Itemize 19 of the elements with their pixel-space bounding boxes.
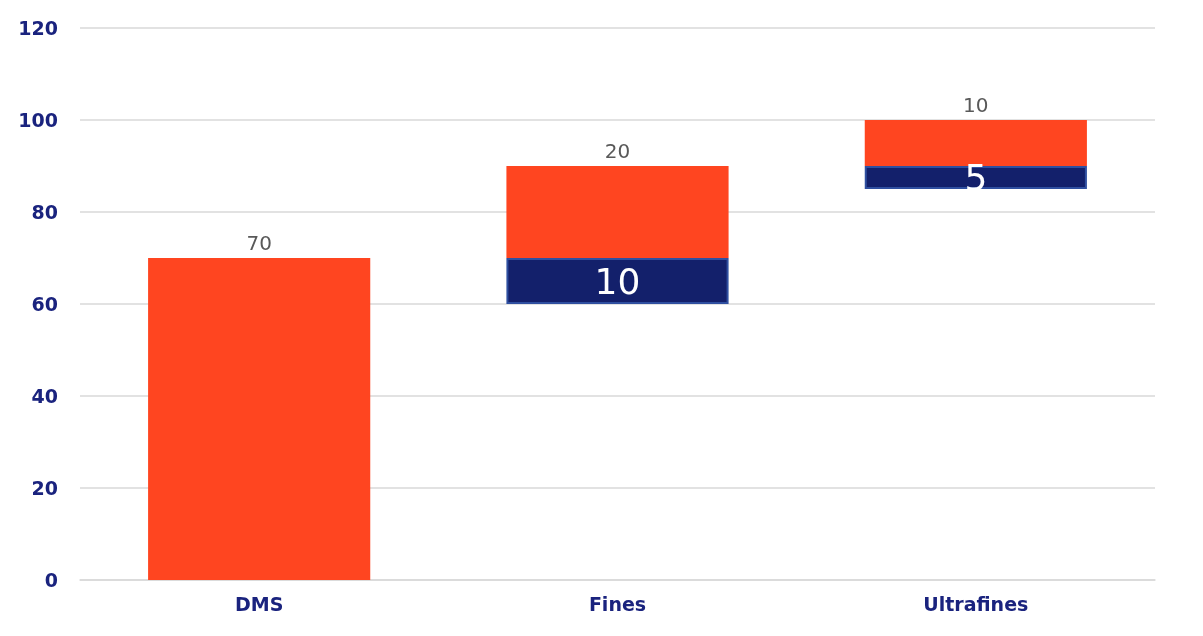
y-tick-label: 0 [44, 569, 58, 591]
data-label: 70 [246, 231, 272, 255]
data-label: 10 [594, 260, 641, 302]
y-tick-label: 60 [31, 293, 58, 315]
bar [864, 120, 1087, 166]
bar [864, 166, 1087, 189]
x-tick-label: Fines [588, 592, 647, 615]
bar [506, 258, 729, 304]
y-tick-label: 120 [18, 17, 58, 39]
y-tick-label: 20 [31, 477, 58, 499]
data-label: 10 [963, 93, 989, 117]
data-label: 20 [604, 139, 631, 163]
y-tick-label: 40 [31, 385, 58, 407]
x-tick-label: DMS [234, 592, 284, 615]
x-tick-label: Ultrafines [923, 592, 1029, 615]
y-tick-label: 80 [31, 201, 58, 223]
bar [148, 258, 371, 580]
y-tick-label: 100 [18, 109, 58, 131]
bar [506, 166, 729, 258]
